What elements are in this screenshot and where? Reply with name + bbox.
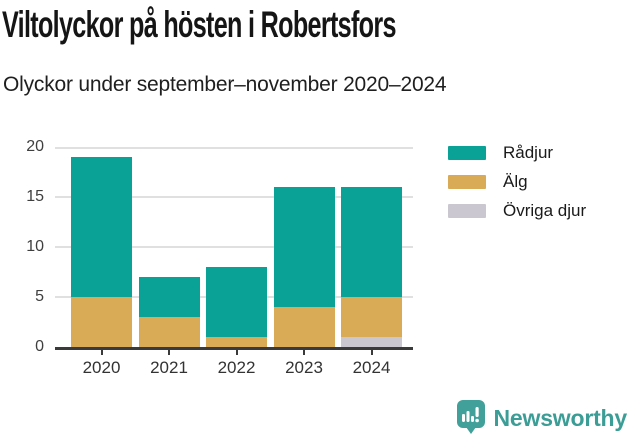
x-axis-cell: 2023 bbox=[274, 350, 335, 378]
brand-footer: Newsworthy bbox=[456, 400, 628, 436]
x-axis-label: 2022 bbox=[217, 358, 256, 377]
legend-label-radjur: Rådjur bbox=[503, 143, 554, 162]
y-axis-tick-label: 10 bbox=[26, 238, 44, 255]
chart-title: Viltolyckor på hösten i Robertsfors bbox=[2, 4, 396, 45]
x-axis-tick bbox=[168, 350, 170, 355]
bar-segment-rådjur bbox=[206, 267, 267, 337]
bar-segment-övriga-djur bbox=[341, 337, 402, 347]
bar-segment-älg bbox=[138, 317, 200, 347]
legend-label-alg: Älg bbox=[503, 172, 528, 191]
x-axis: 2020 2021 2022 2023 2024 bbox=[55, 350, 413, 378]
y-axis-tick-label: 15 bbox=[26, 188, 44, 205]
bar-segment-rådjur bbox=[273, 187, 335, 307]
brand-name: Newsworthy bbox=[493, 404, 628, 431]
bar-segment-älg bbox=[273, 307, 335, 347]
x-axis-tick bbox=[100, 350, 103, 355]
legend-swatch-alg bbox=[448, 175, 486, 189]
bar-segment-rådjur bbox=[138, 277, 200, 317]
y-axis-tick-label: 5 bbox=[35, 288, 44, 305]
legend-swatch-radjur bbox=[448, 146, 486, 160]
x-axis-cells: 2020 2021 2022 2023 2024 bbox=[55, 350, 413, 378]
x-axis-cell: 2020 bbox=[71, 350, 132, 378]
x-axis-tick bbox=[370, 350, 373, 355]
x-axis-cell: 2021 bbox=[139, 350, 200, 378]
bar-2024 bbox=[341, 187, 402, 347]
legend-row-radjur: Rådjur bbox=[448, 143, 586, 162]
x-axis-label: 2021 bbox=[150, 358, 188, 377]
legend: Rådjur Älg Övriga djur bbox=[448, 143, 587, 220]
legend-row-ovriga-djur: Övriga djur bbox=[448, 201, 587, 220]
x-axis-cell: 2024 bbox=[341, 350, 402, 378]
gridline bbox=[55, 147, 413, 149]
bar-segment-älg bbox=[341, 297, 402, 337]
legend-row-alg: Älg bbox=[448, 172, 586, 191]
bar-2022 bbox=[206, 267, 267, 347]
y-axis-tick-label: 0 bbox=[35, 338, 44, 355]
y-axis: 0 5 10 15 20 bbox=[0, 138, 44, 355]
y-axis-tick-label: 20 bbox=[26, 138, 44, 155]
gridline bbox=[55, 246, 413, 248]
bar-segment-älg bbox=[71, 297, 132, 347]
newsworthy-logo-icon bbox=[456, 400, 485, 434]
x-axis-tick bbox=[303, 350, 305, 355]
bar-2023 bbox=[273, 187, 335, 347]
x-axis-cell: 2022 bbox=[206, 350, 267, 378]
bar-segment-älg bbox=[206, 337, 267, 347]
x-axis-label: 2023 bbox=[285, 358, 323, 377]
bars bbox=[71, 147, 402, 347]
plot-area bbox=[55, 147, 413, 350]
x-axis-tick bbox=[235, 350, 238, 355]
gridline bbox=[55, 196, 413, 198]
bar-2020 bbox=[71, 157, 132, 347]
legend-label-ovriga-djur: Övriga djur bbox=[503, 201, 587, 220]
bar-segment-rådjur bbox=[341, 187, 402, 297]
chart-subtitle: Olyckor under september–november 2020–20… bbox=[3, 73, 447, 96]
x-axis-label: 2024 bbox=[352, 358, 391, 377]
x-axis-label: 2020 bbox=[82, 358, 121, 377]
bar-2021 bbox=[138, 277, 200, 347]
legend-swatch-ovriga-djur bbox=[448, 204, 486, 218]
bar-segment-rådjur bbox=[71, 157, 132, 297]
